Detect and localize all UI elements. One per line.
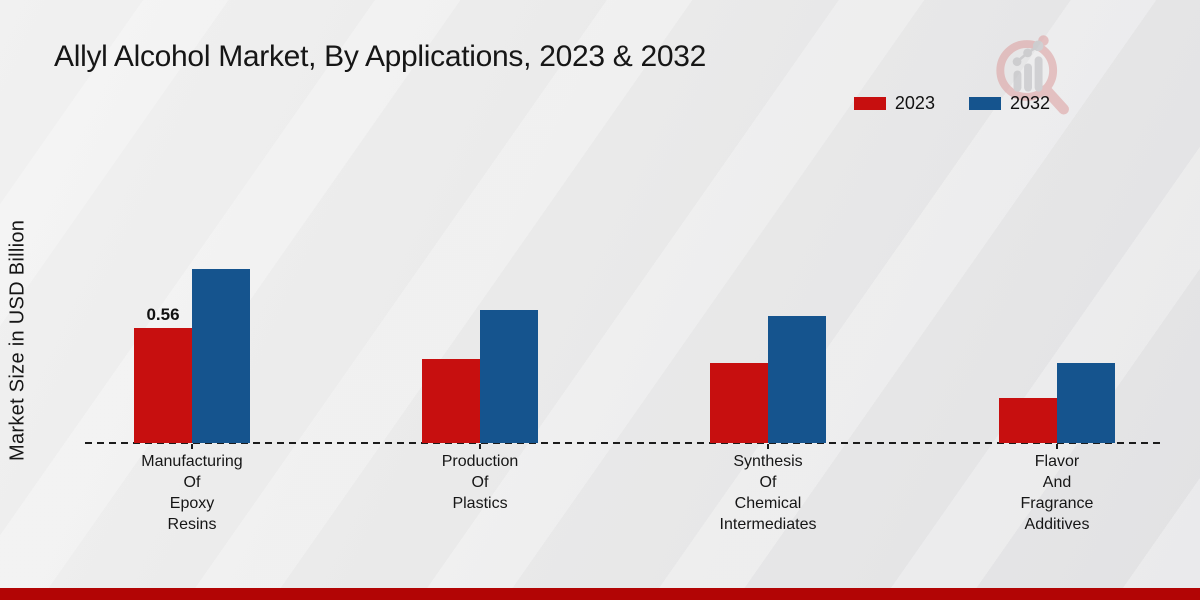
category-label-plastics: Production Of Plastics <box>441 453 519 512</box>
x-axis-tick <box>767 444 769 449</box>
legend-label-2023: 2023 <box>894 93 935 113</box>
brand-watermark-icon <box>996 35 1069 115</box>
chart-title: Allyl Alcohol Market, By Applications, 2… <box>54 40 707 73</box>
x-axis-tick <box>479 444 481 449</box>
legend-label-2032: 2032 <box>1009 93 1050 113</box>
bar-2023-0[interactable] <box>134 328 192 443</box>
bar-2032-2[interactable] <box>768 316 826 443</box>
x-axis-tick <box>191 444 193 449</box>
category-label-chemical-intermediates: Synthesis Of Chemical Intermediates <box>719 453 817 533</box>
category-label-epoxy-resins: Manufacturing Of Epoxy Resins <box>141 453 243 533</box>
bar-2023-1[interactable] <box>422 359 480 443</box>
bar-2032-3[interactable] <box>1057 363 1115 443</box>
footer-accent-bar <box>0 588 1200 600</box>
legend-item-2032[interactable]: 2032 <box>968 93 1050 114</box>
bar-2032-0[interactable] <box>192 269 250 443</box>
category-label-fragrance-additives: Flavor And Fragrance Additives <box>1020 453 1094 533</box>
bar-2023-2[interactable] <box>710 363 768 443</box>
bar-value-label: 0.56 <box>146 305 180 324</box>
x-axis-tick <box>1056 444 1058 449</box>
bar-2023-3[interactable] <box>999 398 1057 443</box>
legend-item-2023[interactable]: 2023 <box>853 93 935 114</box>
bar-2032-1[interactable] <box>480 310 538 443</box>
legend-swatch-2032 <box>968 97 1001 110</box>
legend: 2023 2032 <box>853 93 1050 114</box>
legend-swatch-2023 <box>853 97 886 110</box>
x-axis-baseline <box>85 442 1163 444</box>
